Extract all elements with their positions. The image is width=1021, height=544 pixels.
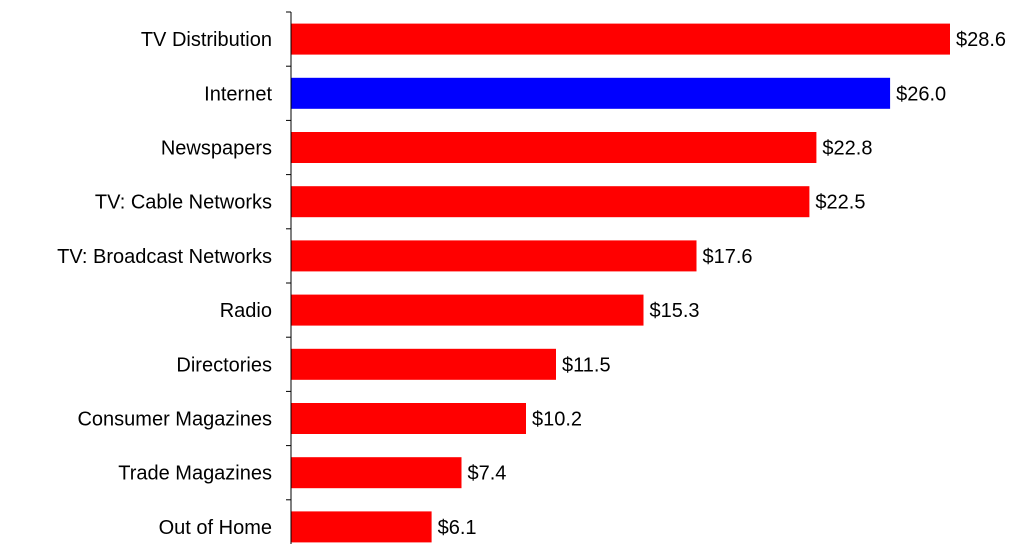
category-label-internet: Internet	[204, 83, 272, 105]
category-label-out-of-home: Out of Home	[159, 517, 272, 539]
value-label-consumer-magazines: $10.2	[532, 409, 582, 431]
category-label-tv-broadcast-networks: TV: Broadcast Networks	[57, 246, 272, 268]
category-label-newspapers: Newspapers	[161, 138, 272, 160]
category-label-consumer-magazines: Consumer Magazines	[77, 409, 272, 431]
value-label-newspapers: $22.8	[822, 138, 872, 160]
value-label-tv-distribution: $28.6	[956, 29, 1006, 51]
bar-tv-distribution	[291, 23, 950, 55]
value-label-radio: $15.3	[650, 300, 700, 322]
bar-tv-cable-networks	[291, 186, 810, 218]
category-label-tv-cable-networks: TV: Cable Networks	[95, 192, 272, 214]
value-label-out-of-home: $6.1	[438, 517, 477, 539]
value-label-directories: $11.5	[562, 354, 611, 376]
bar-directories	[291, 348, 556, 380]
axis-layer	[286, 11, 292, 544]
category-label-tv-distribution: TV Distribution	[141, 29, 272, 51]
category-label-directories: Directories	[176, 354, 272, 376]
bar-consumer-magazines	[291, 403, 526, 434]
bars-layer	[291, 23, 950, 543]
category-label-radio: Radio	[220, 300, 272, 322]
bar-internet	[291, 77, 891, 109]
bar-radio	[291, 294, 644, 326]
value-label-tv-broadcast-networks: $17.6	[703, 246, 753, 268]
bar-tv-broadcast-networks	[291, 240, 697, 272]
category-label-trade-magazines: Trade Magazines	[118, 463, 272, 485]
value-label-trade-magazines: $7.4	[468, 463, 507, 485]
value-label-internet: $26.0	[896, 83, 946, 105]
value-label-tv-cable-networks: $22.5	[815, 192, 865, 214]
bar-newspapers	[291, 132, 817, 163]
bar-out-of-home	[291, 511, 432, 543]
bar-trade-magazines	[291, 457, 462, 489]
labels-layer: TV Distribution $28.6 Internet $26.0 Newspap…	[57, 29, 1006, 539]
